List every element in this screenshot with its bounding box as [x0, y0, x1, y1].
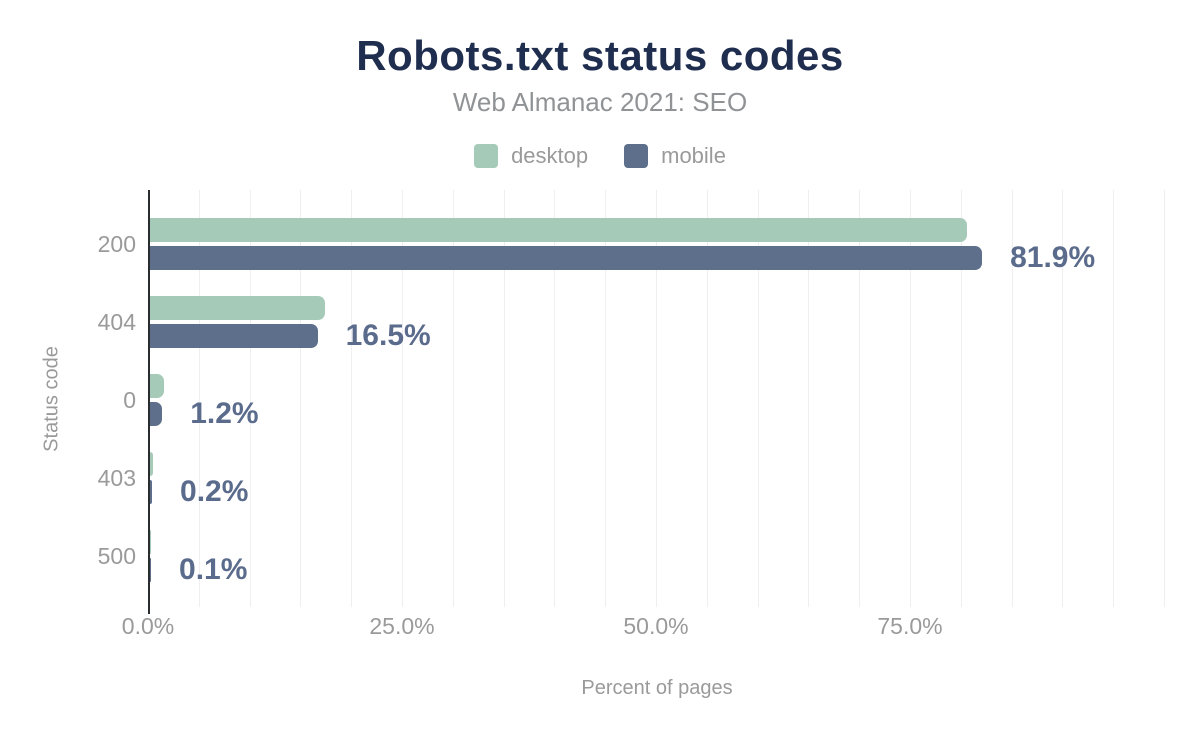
x-axis-tick-50: 50.0%: [623, 613, 689, 639]
gridline-10: [249, 190, 251, 607]
gridline-5: [198, 190, 200, 607]
gridline-60: [757, 190, 759, 607]
chart-title: Robots.txt status codes: [356, 32, 844, 79]
bar-desktop-0: [150, 374, 165, 398]
legend: desktop mobile: [0, 143, 1200, 169]
y-axis-label-403: 403: [97, 465, 136, 491]
value-label-403: 0.2%: [180, 475, 249, 508]
gridline-95: [1113, 190, 1115, 607]
gridline-75: [910, 190, 911, 607]
gridline-85: [1011, 190, 1013, 607]
x-axis-title: Percent of pages: [581, 677, 733, 699]
desktop-color-swatch: [474, 144, 499, 168]
gridline-50: [656, 190, 657, 607]
y-axis-label-0: 0: [123, 387, 136, 413]
y-axis-title: Status code: [40, 346, 63, 452]
gridline-45: [605, 190, 607, 607]
bar-mobile-0: [150, 402, 163, 426]
value-label-0: 1.2%: [190, 397, 259, 430]
y-axis-label-200: 200: [97, 231, 136, 257]
bar-desktop-200: [150, 218, 967, 242]
gridline-55: [706, 190, 708, 607]
legend-item-mobile: mobile: [624, 143, 726, 169]
gridline-65: [808, 190, 810, 607]
legend-item-desktop: desktop: [474, 143, 588, 169]
bar-desktop-403: [150, 452, 154, 476]
gridline-25: [402, 190, 403, 607]
x-axis-tick-0: 0.0%: [121, 613, 175, 639]
bar-mobile-403: [150, 480, 153, 504]
value-label-404: 16.5%: [345, 319, 431, 352]
gridline-35: [503, 190, 505, 607]
bar-mobile-200: [150, 246, 983, 270]
gridline-80: [960, 190, 962, 607]
bar-mobile-500: [150, 558, 152, 582]
mobile-color-swatch: [624, 144, 649, 168]
gridline-100: [1164, 190, 1165, 607]
gridline-70: [859, 190, 861, 607]
x-axis-tick-25: 25.0%: [369, 613, 435, 639]
value-label-200: 81.9%: [1010, 241, 1096, 274]
bar-desktop-500: [150, 530, 152, 554]
value-label-500: 0.1%: [179, 553, 248, 586]
legend-label-desktop: desktop: [511, 143, 589, 168]
bar-mobile-404: [150, 324, 318, 348]
legend-label-mobile: mobile: [661, 143, 726, 168]
gridline-90: [1062, 190, 1064, 607]
gridline-30: [452, 190, 454, 607]
chart-subtitle: Web Almanac 2021: SEO: [452, 87, 748, 117]
plot-area: 81.9% 16.5% 1.2% 0.2% 0.1%: [148, 190, 1166, 614]
bar-desktop-404: [150, 296, 325, 320]
gridline-20: [351, 190, 353, 607]
y-axis-line: [148, 190, 150, 614]
y-axis-label-500: 500: [97, 543, 136, 569]
x-axis-tick-75: 75.0%: [877, 613, 943, 639]
y-axis-label-404: 404: [97, 309, 136, 335]
gridline-40: [554, 190, 556, 607]
gridline-15: [300, 190, 302, 607]
